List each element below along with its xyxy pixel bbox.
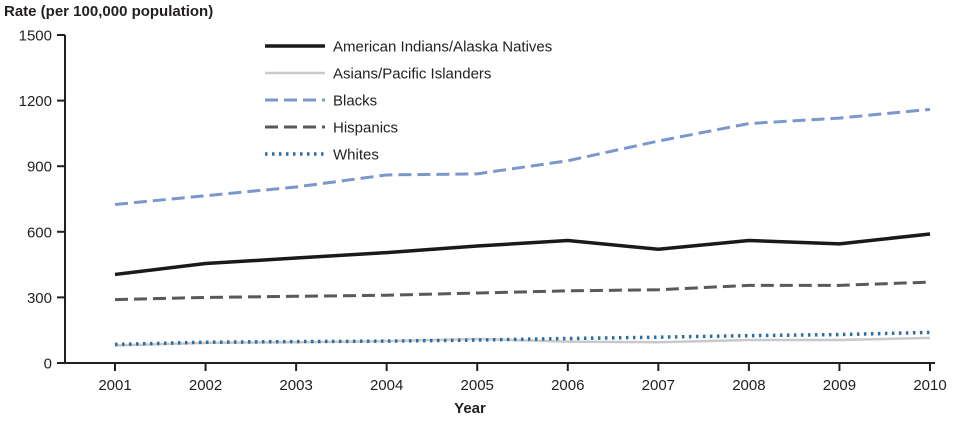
y-tick-label: 1200 — [19, 93, 52, 110]
legend-label: Asians/Pacific Islanders — [333, 66, 491, 83]
series-line-blacks — [114, 107, 931, 206]
y-tick-label: 0 — [44, 356, 52, 373]
x-tick-label: 2003 — [279, 377, 312, 394]
x-tick-label: 2010 — [913, 377, 946, 394]
axes — [64, 35, 935, 364]
x-tick-label: 2007 — [642, 377, 675, 394]
legend-label: Blacks — [333, 93, 377, 110]
series-line-hispanics — [114, 280, 931, 302]
x-tick-label: 2006 — [551, 377, 584, 394]
x-tick-label: 2009 — [823, 377, 856, 394]
plot-area: 0 300 600 900 1200 1500 2001 2002 2003 2004 2005 20… — [19, 28, 947, 395]
y-tick-label: 900 — [27, 159, 52, 176]
x-tick-label: 2005 — [461, 377, 494, 394]
x-tick-label: 2004 — [370, 377, 403, 394]
x-tick-label: 2001 — [98, 377, 131, 394]
legend-label: Whites — [333, 147, 379, 164]
y-tick-label: 300 — [27, 290, 52, 307]
legend-label: Hispanics — [333, 120, 398, 137]
x-tick-label: 2008 — [732, 377, 765, 394]
series-line-american-indians-alaska-natives — [114, 232, 931, 277]
legend-label: American Indians/Alaska Natives — [333, 39, 552, 56]
y-axis-title: Rate (per 100,000 population) — [4, 3, 213, 20]
y-tick-label: 600 — [27, 224, 52, 241]
y-tick-label: 1500 — [19, 28, 52, 45]
series-line-whites — [114, 330, 931, 347]
x-axis-title: Year — [454, 400, 486, 417]
x-tick-label: 2002 — [189, 377, 222, 394]
